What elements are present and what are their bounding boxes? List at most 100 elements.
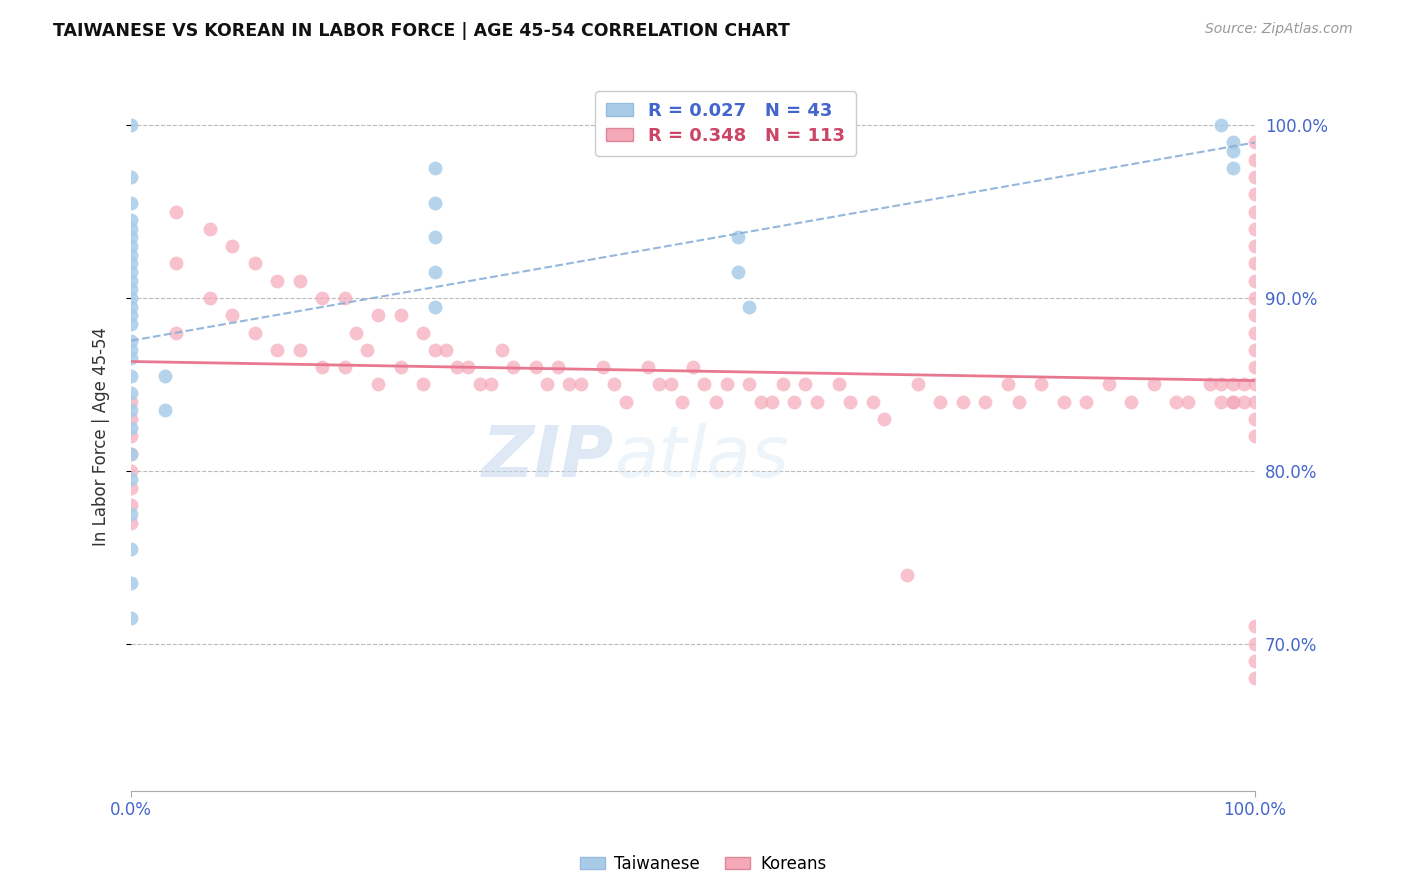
Point	[389, 308, 412, 322]
Point	[1244, 274, 1267, 288]
Point	[1211, 394, 1233, 409]
Point	[120, 118, 142, 132]
Point	[727, 230, 749, 244]
Point	[120, 507, 142, 521]
Text: ZIP: ZIP	[482, 423, 614, 492]
Point	[423, 343, 446, 357]
Point	[1222, 377, 1244, 392]
Point	[423, 195, 446, 210]
Point	[1098, 377, 1121, 392]
Point	[344, 326, 367, 340]
Point	[614, 394, 637, 409]
Point	[839, 394, 862, 409]
Point	[693, 377, 716, 392]
Point	[1244, 136, 1267, 150]
Point	[120, 317, 142, 331]
Point	[412, 326, 434, 340]
Point	[974, 394, 997, 409]
Point	[423, 161, 446, 176]
Point	[783, 394, 806, 409]
Point	[1143, 377, 1166, 392]
Point	[120, 412, 142, 426]
Point	[1199, 377, 1222, 392]
Point	[1244, 222, 1267, 236]
Point	[1244, 654, 1267, 668]
Point	[120, 446, 142, 460]
Point	[558, 377, 581, 392]
Point	[1211, 118, 1233, 132]
Point	[120, 248, 142, 262]
Point	[1244, 429, 1267, 443]
Point	[389, 360, 412, 375]
Point	[120, 351, 142, 366]
Point	[198, 291, 221, 305]
Point	[120, 386, 142, 401]
Point	[356, 343, 378, 357]
Point	[120, 368, 142, 383]
Point	[1244, 326, 1267, 340]
Point	[367, 377, 389, 392]
Point	[1244, 377, 1267, 392]
Point	[120, 464, 142, 478]
Point	[120, 169, 142, 184]
Point	[120, 394, 142, 409]
Point	[120, 334, 142, 348]
Point	[120, 611, 142, 625]
Point	[1244, 671, 1267, 685]
Point	[423, 265, 446, 279]
Point	[637, 360, 659, 375]
Point	[266, 343, 288, 357]
Point	[1244, 619, 1267, 633]
Point	[221, 239, 243, 253]
Point	[120, 213, 142, 227]
Point	[1053, 394, 1076, 409]
Point	[603, 377, 626, 392]
Legend: Taiwanese, Koreans: Taiwanese, Koreans	[572, 848, 834, 880]
Point	[120, 282, 142, 296]
Point	[468, 377, 491, 392]
Point	[727, 265, 749, 279]
Point	[569, 377, 592, 392]
Point	[862, 394, 884, 409]
Point	[929, 394, 952, 409]
Point	[1233, 394, 1256, 409]
Point	[412, 377, 434, 392]
Point	[682, 360, 704, 375]
Point	[120, 230, 142, 244]
Point	[434, 343, 457, 357]
Point	[1244, 169, 1267, 184]
Point	[659, 377, 682, 392]
Point	[153, 368, 176, 383]
Point	[1244, 291, 1267, 305]
Point	[120, 195, 142, 210]
Point	[997, 377, 1019, 392]
Point	[671, 394, 693, 409]
Point	[524, 360, 547, 375]
Point	[704, 394, 727, 409]
Point	[198, 222, 221, 236]
Point	[311, 291, 333, 305]
Point	[1244, 204, 1267, 219]
Point	[1244, 308, 1267, 322]
Point	[1076, 394, 1098, 409]
Point	[1166, 394, 1188, 409]
Point	[221, 308, 243, 322]
Point	[153, 403, 176, 417]
Y-axis label: In Labor Force | Age 45-54: In Labor Force | Age 45-54	[93, 326, 110, 546]
Point	[120, 499, 142, 513]
Point	[738, 377, 761, 392]
Point	[120, 308, 142, 322]
Point	[120, 274, 142, 288]
Point	[120, 446, 142, 460]
Point	[120, 239, 142, 253]
Point	[120, 403, 142, 417]
Point	[502, 360, 524, 375]
Point	[333, 291, 356, 305]
Point	[120, 420, 142, 434]
Point	[491, 343, 513, 357]
Point	[1222, 136, 1244, 150]
Point	[896, 567, 918, 582]
Point	[738, 300, 761, 314]
Point	[1121, 394, 1143, 409]
Point	[243, 256, 266, 270]
